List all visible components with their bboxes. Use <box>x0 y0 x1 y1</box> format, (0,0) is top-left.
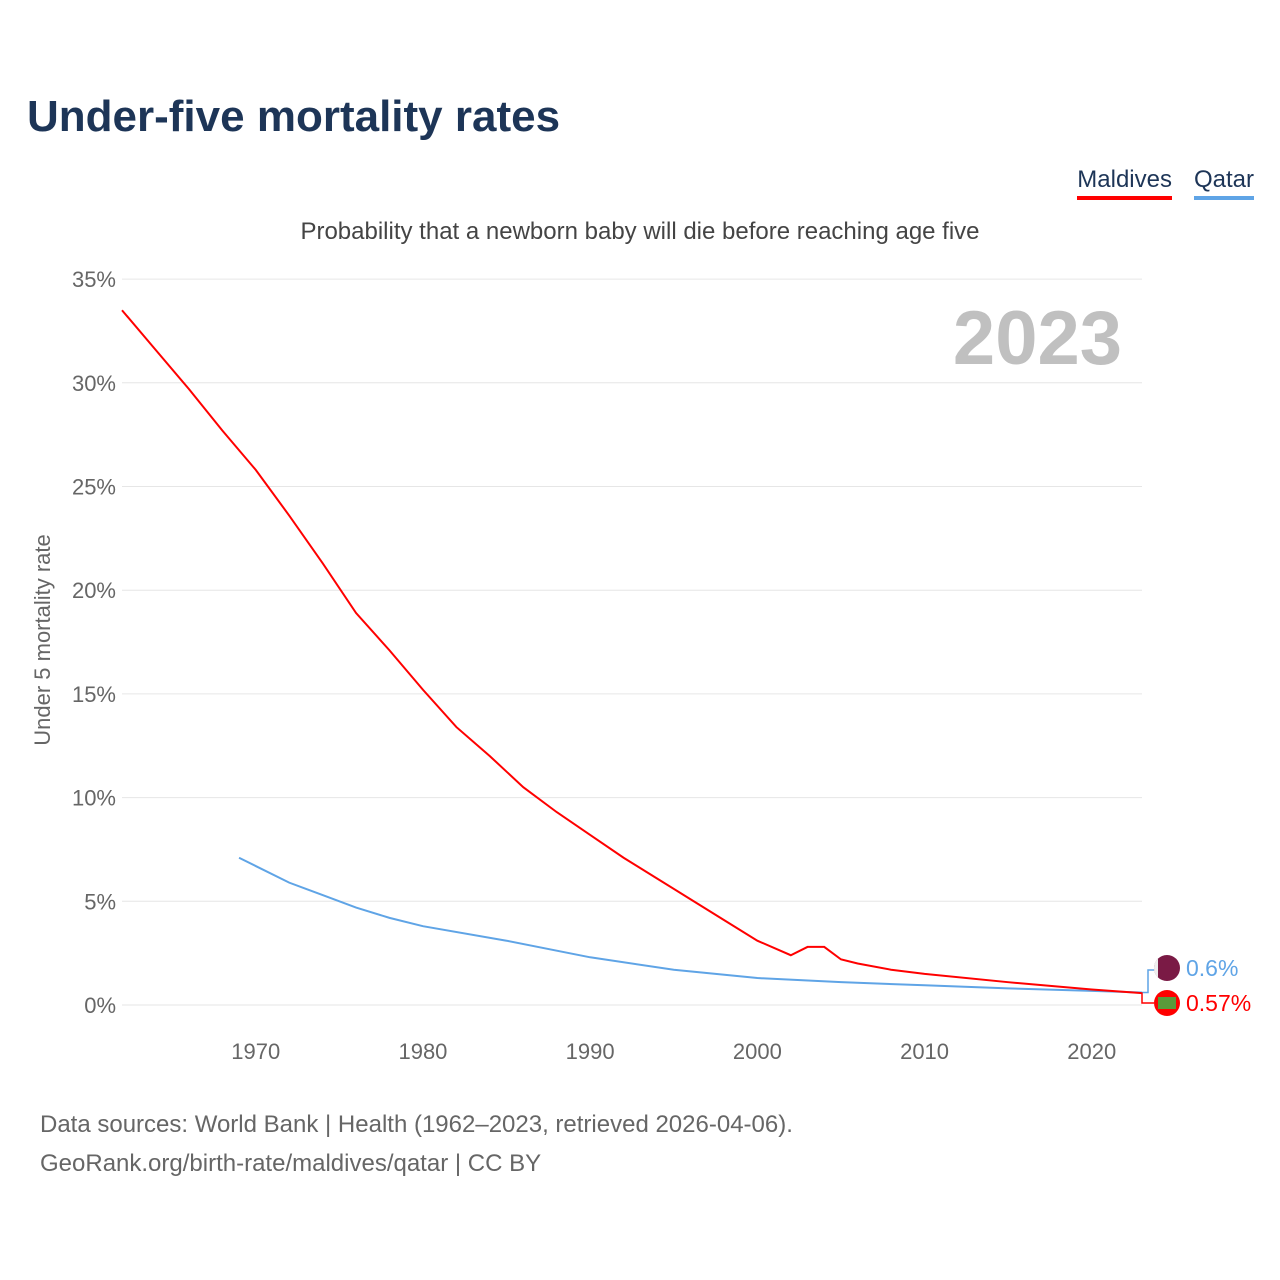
legend: Maldives Qatar <box>1077 166 1254 200</box>
year-display: 2023 <box>952 296 1122 381</box>
y-tick-label: 10% <box>72 786 116 811</box>
x-tick-label: 2010 <box>900 1039 949 1064</box>
y-tick-label: 0% <box>84 993 116 1018</box>
y-tick-label: 5% <box>84 889 116 914</box>
series-line-maldives <box>121 309 1142 995</box>
legend-qatar[interactable]: Qatar <box>1193 166 1254 200</box>
qatar-connector <box>1141 969 1154 994</box>
maldives-end-label: 0.57% <box>1186 990 1251 1016</box>
footer-link[interactable]: GeoRank.org/birth-rate/maldives/qatar | … <box>40 1150 542 1177</box>
qatar-flag-icon <box>1154 955 1180 981</box>
y-tick-label: 20% <box>72 578 116 603</box>
series-line-qatar <box>238 856 1142 994</box>
chart-subtitle: Probability that a newborn baby will die… <box>300 218 980 245</box>
qatar-flag-stripe <box>1153 958 1158 978</box>
legend-maldives[interactable]: Maldives <box>1077 166 1172 200</box>
y-axis-label: Under 5 mortality rate <box>30 534 55 746</box>
page-title: Under-five mortality rates <box>27 92 561 141</box>
y-tick-label: 15% <box>72 682 116 707</box>
x-tick-label: 1990 <box>566 1039 615 1064</box>
qatar-end-label: 0.6% <box>1186 955 1238 981</box>
x-tick-label: 2000 <box>733 1039 782 1064</box>
maldives-connector <box>1141 992 1154 1004</box>
y-tick-label: 25% <box>72 475 116 500</box>
x-tick-label: 1970 <box>231 1039 280 1064</box>
y-tick-label: 30% <box>72 371 116 396</box>
y-tick-label: 35% <box>72 267 116 292</box>
maldives-flag-green <box>1158 997 1176 1009</box>
footer-sources: Data sources: World Bank | Health (1962–… <box>40 1111 793 1138</box>
x-tick-label: 2020 <box>1067 1039 1116 1064</box>
x-tick-label: 1980 <box>398 1039 447 1064</box>
footer: Data sources: World Bank | Health (1962–… <box>40 1105 793 1183</box>
